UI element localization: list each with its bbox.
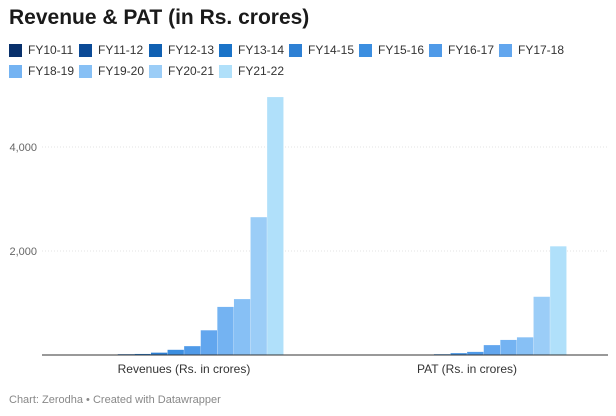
bar bbox=[467, 351, 484, 355]
legend-swatch bbox=[499, 43, 512, 57]
y-tick-label: 2,000 bbox=[9, 246, 37, 258]
bar bbox=[200, 330, 218, 355]
bar-group bbox=[101, 97, 567, 355]
legend-label: FY21-22 bbox=[238, 64, 285, 78]
bar bbox=[450, 353, 467, 355]
legend-swatch bbox=[149, 43, 162, 57]
legend-swatch bbox=[219, 43, 232, 57]
bar bbox=[500, 339, 517, 355]
chart-title: Revenue & PAT (in Rs. crores) bbox=[9, 6, 310, 29]
legend-item: FY19-20 bbox=[79, 63, 144, 79]
bar bbox=[250, 217, 267, 355]
bar bbox=[533, 296, 550, 355]
y-axis-tick-labels: 2,000 4,000 bbox=[9, 142, 37, 258]
y-tick-label: 4,000 bbox=[9, 142, 37, 154]
legend-item: FY16-17 bbox=[429, 42, 494, 58]
footer-source: Chart: Zerodha bbox=[9, 394, 83, 406]
legend-label: FY14-15 bbox=[308, 43, 355, 57]
legend-label: FY13-14 bbox=[238, 43, 285, 57]
legend-swatch bbox=[219, 64, 232, 78]
legend-item: FY14-15 bbox=[289, 42, 354, 58]
bar bbox=[550, 246, 567, 355]
x-category-label: Revenues (Rs. in crores) bbox=[118, 362, 251, 376]
x-axis-category-labels: Revenues (Rs. in crores) PAT (Rs. in cror… bbox=[118, 362, 517, 376]
footer-credit: Created with Datawrapper bbox=[92, 394, 221, 406]
legend-swatch bbox=[429, 43, 442, 57]
legend-label: FY10-11 bbox=[28, 43, 74, 57]
bar bbox=[233, 299, 251, 355]
bar bbox=[516, 337, 534, 355]
legend-label: FY20-21 bbox=[168, 64, 215, 78]
bar bbox=[483, 345, 501, 355]
bar bbox=[134, 353, 151, 355]
legend-item: FY10-11 bbox=[9, 42, 73, 58]
legend-item: FY15-16 bbox=[359, 42, 424, 58]
legend-label: FY17-18 bbox=[518, 43, 565, 57]
legend-label: FY15-16 bbox=[378, 43, 425, 57]
legend-item: FY18-19 bbox=[9, 63, 74, 79]
legend-item: FY20-21 bbox=[149, 63, 214, 79]
legend-label: FY19-20 bbox=[98, 64, 145, 78]
legend-item: FY11-12 bbox=[79, 42, 143, 58]
legend-label: FY11-12 bbox=[98, 43, 144, 57]
legend-swatch bbox=[289, 43, 302, 57]
legend-swatch bbox=[79, 43, 92, 57]
legend-item: FY21-22 bbox=[219, 63, 284, 79]
bar bbox=[184, 346, 201, 355]
bar bbox=[267, 97, 284, 355]
legend-swatch bbox=[359, 43, 372, 57]
chart-footer: Chart: Zerodha • Created with Datawrappe… bbox=[9, 394, 221, 406]
legend-item: FY12-13 bbox=[149, 42, 214, 58]
grid-lines bbox=[42, 146, 608, 252]
legend-label: FY16-17 bbox=[448, 43, 495, 57]
legend-swatch bbox=[9, 43, 22, 57]
legend-label: FY12-13 bbox=[168, 43, 215, 57]
bar bbox=[167, 349, 184, 355]
bar bbox=[150, 352, 168, 355]
legend-swatch bbox=[79, 64, 92, 78]
legend-label: FY18-19 bbox=[28, 64, 75, 78]
legend-swatch bbox=[149, 64, 162, 78]
legend-item: FY17-18 bbox=[499, 42, 564, 58]
bar bbox=[217, 306, 234, 355]
legend-swatch bbox=[9, 64, 22, 78]
legend-item: FY13-14 bbox=[219, 42, 284, 58]
x-category-label: PAT (Rs. in crores) bbox=[417, 362, 517, 376]
footer-separator: • bbox=[86, 394, 90, 406]
